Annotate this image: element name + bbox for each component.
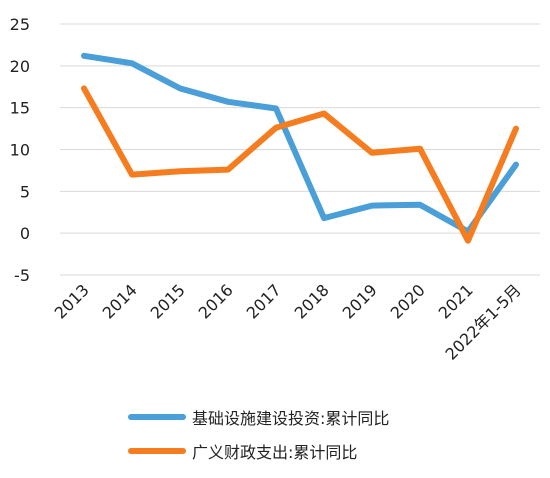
x-tick-label: 2016 (195, 280, 237, 322)
legend-label-0: 基础设施建设投资:累计同比 (192, 409, 390, 428)
x-tick-label: 2018 (291, 280, 333, 322)
legend-swatch-0 (128, 414, 186, 420)
x-tick-label: 2021 (435, 280, 477, 322)
x-tick-label: 2020 (387, 280, 429, 322)
x-tick-label: 2015 (147, 280, 189, 322)
y-tick-label: 25 (10, 15, 30, 34)
series-line-1 (81, 85, 519, 244)
series-lines (81, 52, 519, 244)
legend-swatch-1 (128, 448, 186, 454)
x-tick-label: 2013 (51, 280, 93, 322)
x-axis-ticks: 2013 2014 2015 2016 2017 2018 2019 2020 20212022… (51, 280, 525, 363)
y-tick-label: 0 (20, 224, 30, 243)
legend-item-1: 广义财政支出:累计同比 (128, 436, 389, 466)
legend: 基础设施建设投资:累计同比 广义财政支出:累计同比 (128, 402, 389, 470)
x-tick-label: 2019 (339, 280, 381, 322)
legend-label-1: 广义财政支出:累计同比 (192, 443, 358, 462)
legend-item-0: 基础设施建设投资:累计同比 (128, 402, 389, 432)
line-chart: -5 0 5 10 15 20 25 2013 2014 2015 2016 2017 2018 201… (10, 15, 540, 364)
y-tick-label: 10 (10, 141, 30, 160)
y-tick-label: 5 (20, 182, 30, 201)
series-line-0 (81, 52, 519, 235)
y-tick-label: -5 (14, 266, 30, 285)
x-tick-label: 2014 (99, 280, 141, 322)
y-tick-label: 20 (10, 57, 30, 76)
x-tick-label: 2017 (243, 280, 285, 322)
y-tick-label: 15 (10, 99, 30, 118)
y-axis-ticks: -5 0 5 10 15 20 25 (10, 15, 30, 285)
